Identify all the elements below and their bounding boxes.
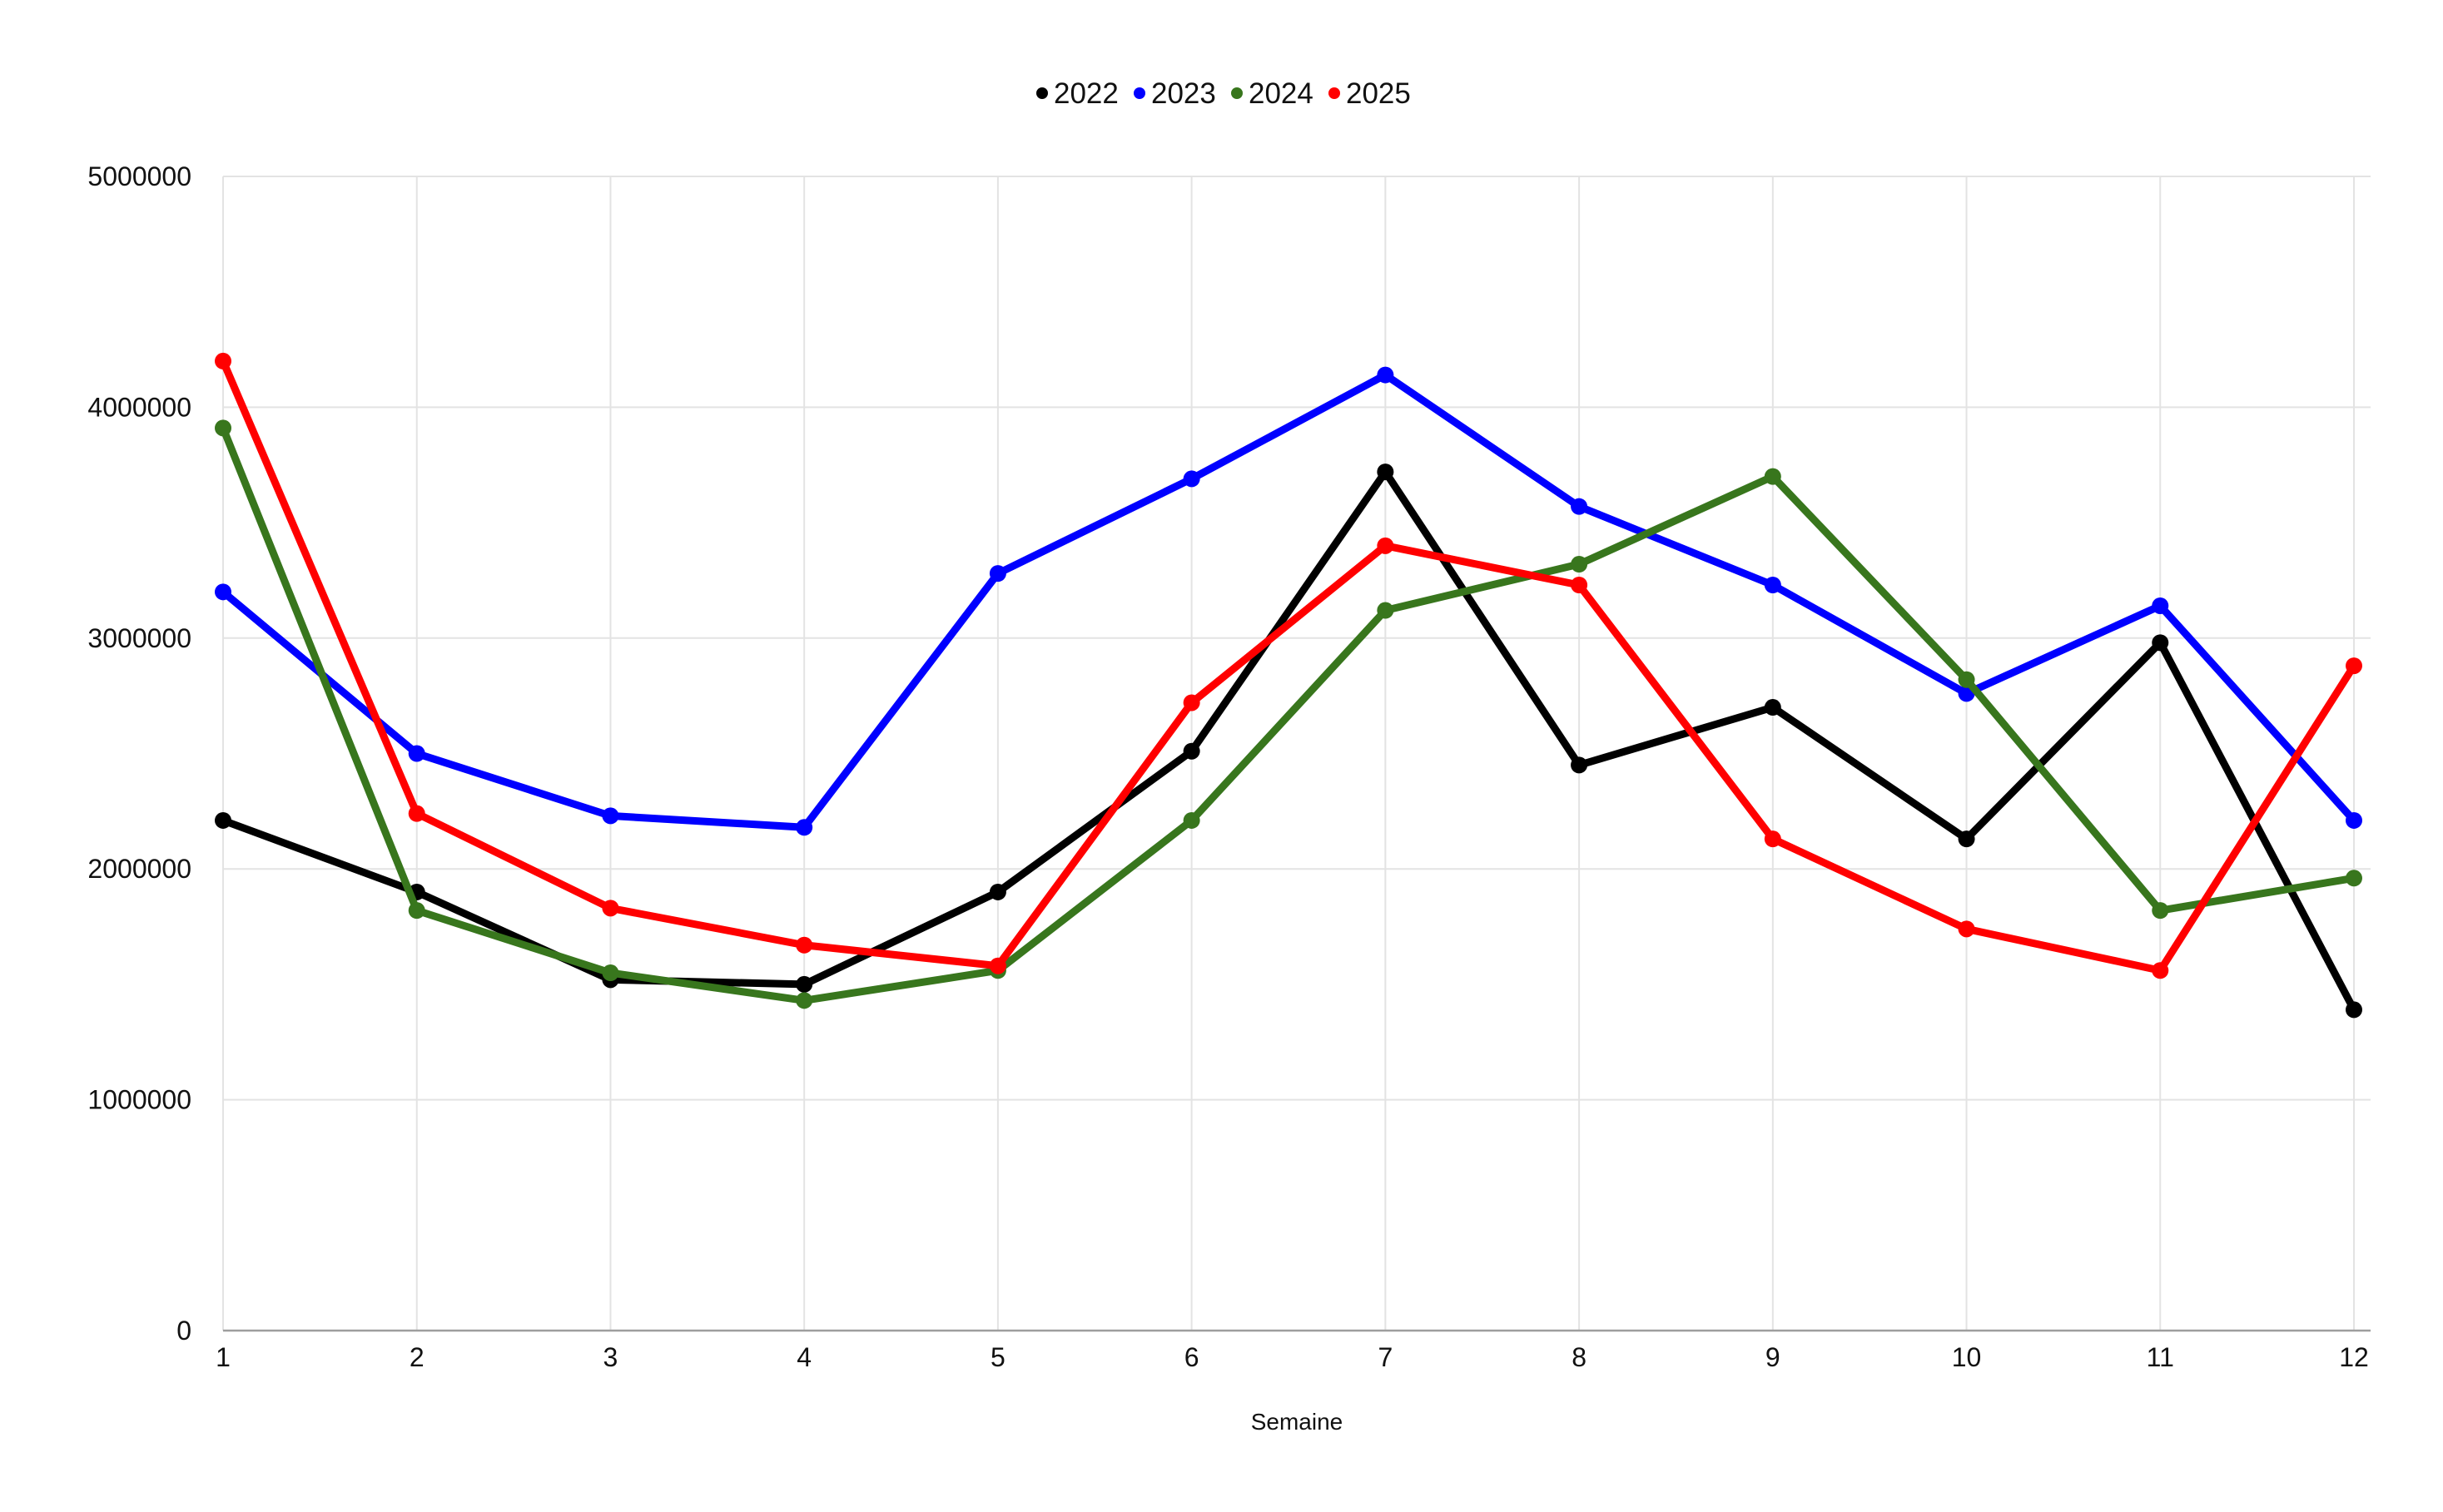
data-point — [1764, 468, 1781, 485]
x-tick-label: 2 — [410, 1342, 425, 1372]
y-tick-label: 5000000 — [87, 161, 191, 191]
data-point — [2346, 657, 2362, 675]
data-point — [1958, 671, 1975, 688]
series-line-2022 — [219, 468, 2358, 1014]
legend-marker — [1231, 87, 1243, 99]
data-point — [2346, 1001, 2362, 1019]
data-point — [1764, 699, 1781, 716]
data-point — [1764, 830, 1781, 848]
legend-label: 2022 — [1054, 77, 1119, 110]
legend: 2022 2023 2024 2025 — [1036, 77, 1411, 110]
legend-item-2023: 2023 — [1134, 77, 1216, 110]
x-tick-label: 4 — [797, 1342, 812, 1372]
legend-marker — [1134, 87, 1145, 99]
series-line-2023 — [219, 371, 2358, 831]
x-axis-title: Semaine — [1251, 1409, 1343, 1435]
y-tick-label: 0 — [176, 1316, 191, 1346]
data-point — [989, 957, 1006, 974]
data-point — [215, 419, 231, 437]
series-2023 — [215, 366, 2362, 836]
legend-label: 2023 — [1151, 77, 1216, 110]
data-point — [1571, 498, 1588, 515]
x-tick-label: 12 — [2339, 1342, 2369, 1372]
data-point — [1571, 576, 1588, 593]
y-tick-label: 1000000 — [87, 1085, 191, 1115]
data-point — [1377, 464, 1394, 481]
data-point — [2346, 870, 2362, 887]
series-2022 — [215, 464, 2362, 1019]
data-point — [408, 745, 425, 762]
legend-label: 2025 — [1346, 77, 1411, 110]
x-tick-labels: 1 2 3 4 5 6 7 8 9 10 11 12 — [216, 1342, 2369, 1372]
data-point — [2152, 634, 2169, 652]
data-point — [2152, 962, 2169, 979]
data-point — [796, 936, 813, 954]
y-tick-label: 2000000 — [87, 854, 191, 884]
x-tick-label: 9 — [1765, 1342, 1780, 1372]
data-point — [1183, 694, 1200, 711]
data-point — [2346, 811, 2362, 829]
series-line-2025 — [219, 357, 2358, 974]
data-point — [1377, 537, 1394, 554]
data-point — [408, 805, 425, 822]
x-tick-label: 3 — [603, 1342, 618, 1372]
y-tick-label: 4000000 — [87, 392, 191, 422]
data-point — [602, 964, 619, 982]
legend-item-2022: 2022 — [1036, 77, 1119, 110]
data-point — [1958, 830, 1975, 848]
legend-label: 2024 — [1249, 77, 1313, 110]
data-point — [1958, 920, 1975, 938]
y-tick-label: 3000000 — [87, 623, 191, 653]
data-point — [215, 352, 231, 369]
x-tick-label: 11 — [2147, 1342, 2174, 1372]
data-point — [1377, 366, 1394, 384]
legend-item-2024: 2024 — [1231, 77, 1313, 110]
x-tick-label: 7 — [1378, 1342, 1393, 1372]
series-line-2024 — [219, 424, 2358, 1004]
data-point — [796, 819, 813, 836]
data-point — [1183, 811, 1200, 829]
data-point — [1764, 576, 1781, 593]
data-point — [602, 807, 619, 825]
x-tick-label: 8 — [1572, 1342, 1586, 1372]
x-tick-label: 1 — [216, 1342, 231, 1372]
data-point — [796, 992, 813, 1009]
data-point — [602, 900, 619, 917]
x-tick-label: 5 — [991, 1342, 1006, 1372]
data-point — [989, 883, 1006, 900]
data-point — [1183, 742, 1200, 760]
x-tick-label: 10 — [1952, 1342, 1982, 1372]
series-2025 — [215, 352, 2362, 979]
legend-item-2025: 2025 — [1328, 77, 1411, 110]
legend-marker — [1036, 87, 1048, 99]
data-point — [215, 583, 231, 601]
x-tick-label: 6 — [1184, 1342, 1199, 1372]
data-point — [796, 975, 813, 993]
series-group — [215, 352, 2362, 1019]
data-point — [2152, 597, 2169, 614]
data-point — [1571, 556, 1588, 573]
data-point — [989, 565, 1006, 582]
data-point — [1183, 470, 1200, 488]
series-2024 — [215, 419, 2362, 1009]
data-point — [215, 811, 231, 829]
y-tick-labels: 0 1000000 2000000 3000000 4000000 5000000 — [87, 161, 191, 1346]
data-point — [408, 902, 425, 920]
legend-marker — [1328, 87, 1340, 99]
data-point — [1377, 602, 1394, 619]
data-point — [2152, 902, 2169, 920]
data-point — [1571, 756, 1588, 774]
